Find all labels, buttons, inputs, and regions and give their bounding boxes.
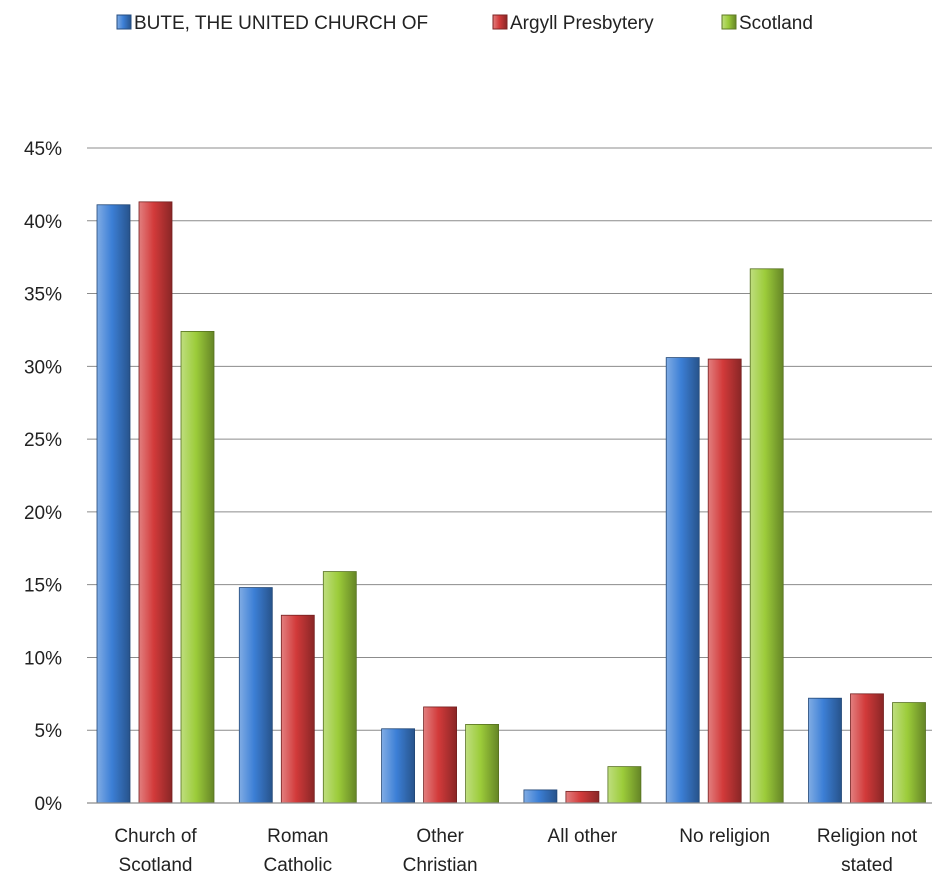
x-tick-roman-catholic: Roman Catholic xyxy=(263,826,332,876)
bar-church-of-scotland-argyll-presbytery xyxy=(138,201,173,804)
bar-no-religion-scotland xyxy=(749,268,784,804)
y-tick-45: 45% xyxy=(24,139,62,160)
x-tick-church-of-scotland: Church of Scotland xyxy=(114,826,197,876)
y-tick-35: 35% xyxy=(24,285,62,306)
gridlines xyxy=(87,147,932,731)
legend-swatch-argyll-presbytery xyxy=(492,14,508,30)
y-tick-40: 40% xyxy=(24,212,62,233)
legend-swatch-scotland xyxy=(721,14,737,30)
y-tick-10: 10% xyxy=(24,648,62,669)
legend: BUTE, THE UNITED CHURCH OF Argyll Presbyt… xyxy=(116,13,813,34)
bar-all-other-bute-the-united-church-of xyxy=(523,789,558,804)
bar-religion-not-stated-bute-the-united-church-of xyxy=(808,697,842,804)
x-tick-religion-not-stated: Religion not stated xyxy=(817,826,918,876)
bar-all-other-argyll-presbytery xyxy=(565,790,600,804)
bar-all-other-scotland xyxy=(607,766,642,804)
legend-label-bute-the-united-church-of: BUTE, THE UNITED CHURCH OF xyxy=(134,13,428,34)
legend-swatch-bute-the-united-church-of xyxy=(116,14,132,30)
y-tick-30: 30% xyxy=(24,357,62,378)
bar-roman-catholic-scotland xyxy=(322,571,357,804)
bar-roman-catholic-bute-the-united-church-of xyxy=(238,587,273,804)
bar-religion-not-stated-argyll-presbytery xyxy=(850,693,884,804)
bar-roman-catholic-argyll-presbytery xyxy=(280,614,315,804)
y-tick-25: 25% xyxy=(24,430,62,451)
bars xyxy=(96,201,926,804)
y-tick-20: 20% xyxy=(24,503,62,524)
bar-other-christian-argyll-presbytery xyxy=(423,706,458,804)
bar-other-christian-bute-the-united-church-of xyxy=(381,728,416,804)
bar-other-christian-scotland xyxy=(465,724,500,804)
bar-church-of-scotland-scotland xyxy=(180,330,215,804)
y-tick-15: 15% xyxy=(24,576,62,597)
bar-church-of-scotland-bute-the-united-church-of xyxy=(96,204,131,804)
bar-no-religion-bute-the-united-church-of xyxy=(665,357,700,804)
y-tick-5: 5% xyxy=(35,721,63,742)
x-axis-ticks: Church of Scotland Roman Catholic Other Chris… xyxy=(114,826,918,876)
legend-label-scotland: Scotland xyxy=(739,13,813,34)
bar-no-religion-argyll-presbytery xyxy=(707,358,742,804)
bar-religion-not-stated-scotland xyxy=(892,702,926,804)
y-tick-0: 0% xyxy=(35,794,63,815)
x-tick-other-christian: Other Christian xyxy=(403,826,478,876)
y-axis-ticks: 0% 5% 10% 15% 20% 25% 30% 35% 40% 45% xyxy=(24,139,62,815)
x-tick-no-religion: No religion xyxy=(679,826,770,847)
x-tick-all-other: All other xyxy=(548,826,618,847)
legend-label-argyll-presbytery: Argyll Presbytery xyxy=(510,13,654,34)
